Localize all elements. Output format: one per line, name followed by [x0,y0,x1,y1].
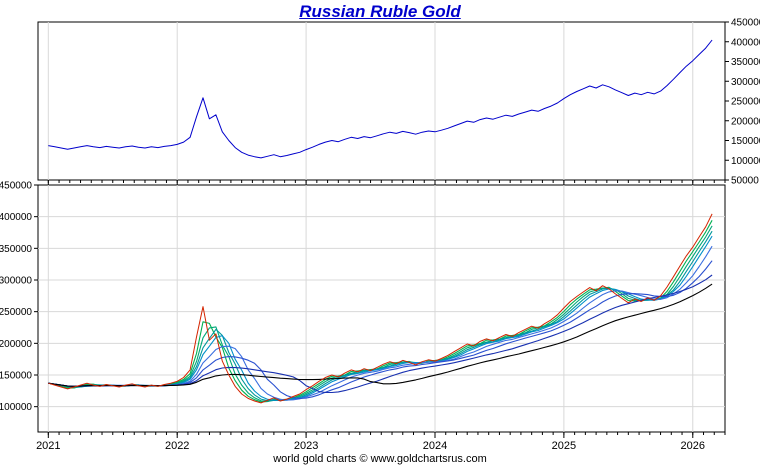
y-tick-label: 350000 [0,244,32,255]
price-line [48,39,713,159]
y-tick-label: 400000 [731,37,760,48]
y-tick-label: 350000 [731,57,760,68]
y-tick-label: 200000 [731,116,760,127]
y-tick-label: 150000 [0,371,32,382]
y-tick-label: 100000 [0,402,32,413]
y-tick-label: 450000 [0,181,32,192]
y-tick-label: 400000 [0,212,32,223]
chart-panel-0 [37,21,726,181]
y-tick-label: 100000 [731,156,760,167]
x-tick-label: 2021 [36,440,60,452]
x-tick-label: 2026 [681,440,705,452]
y-tick-label: 250000 [731,97,760,108]
chart-panel-1 [37,184,726,433]
x-tick-label: 2023 [294,440,318,452]
price-line [48,213,713,404]
page-title: Russian Ruble Gold [299,2,461,21]
footer-credit: world gold charts © www.goldchartsrus.co… [273,453,487,465]
y-tick-label: 450000 [731,18,760,29]
y-tick-label: 300000 [731,77,760,88]
y-tick-label: 200000 [0,339,32,350]
y-tick-label: 300000 [0,276,32,287]
y-tick-label: 50000 [731,176,759,187]
y-tick-label: 250000 [0,307,32,318]
y-tick-label: 150000 [731,136,760,147]
x-tick-label: 2024 [423,440,447,452]
x-tick-label: 2025 [552,440,576,452]
x-tick-label: 2022 [165,440,189,452]
